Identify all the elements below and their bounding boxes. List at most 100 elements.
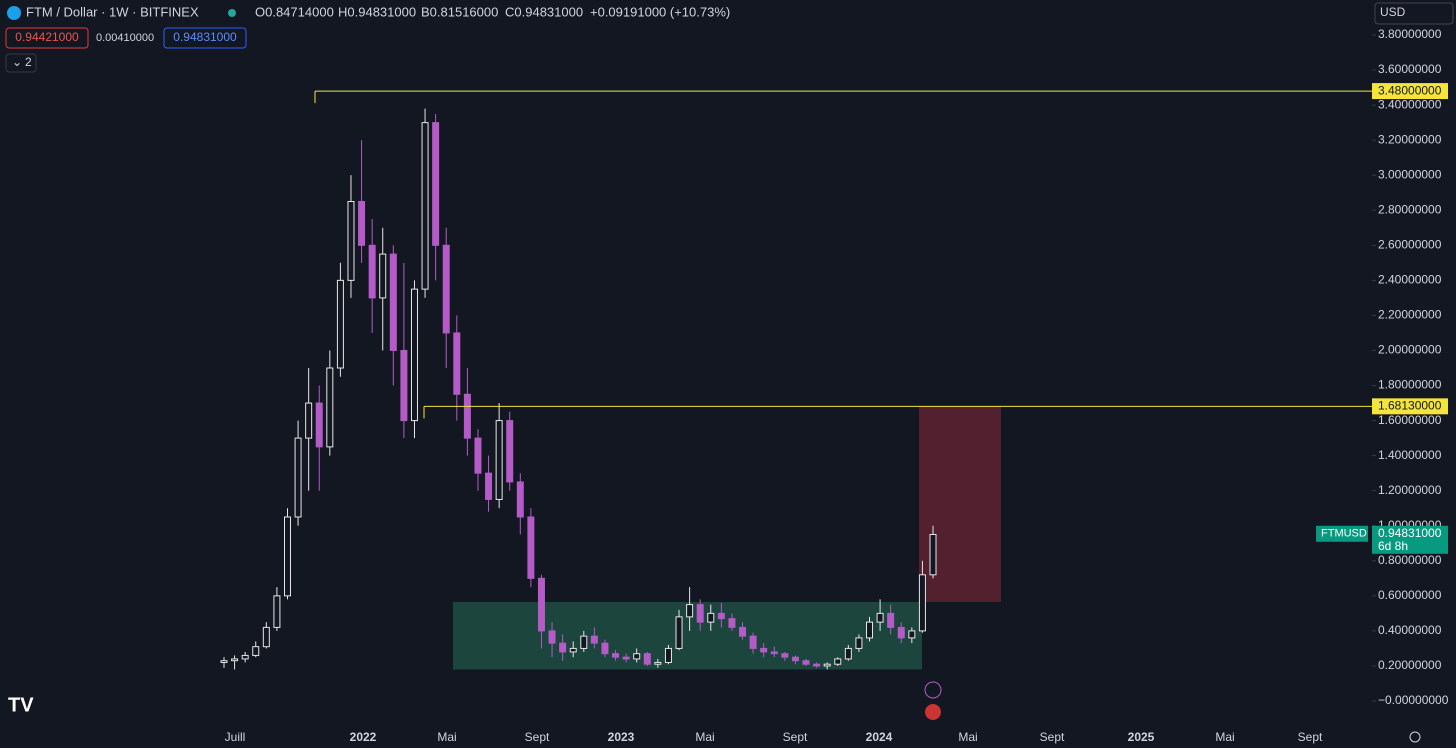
candle-body	[834, 658, 842, 665]
candle-body	[220, 660, 228, 663]
candle-body	[241, 654, 249, 660]
candle-body	[379, 253, 387, 299]
candle-body	[728, 618, 736, 628]
candle-body	[485, 472, 493, 500]
candle-body	[664, 647, 672, 663]
x-tick-label: 2025	[1128, 730, 1155, 744]
candle-body	[601, 642, 609, 655]
candle-body	[717, 612, 725, 620]
y-tick-label: 0.60000000	[1378, 588, 1442, 602]
candle-body	[559, 642, 567, 653]
candle-body	[389, 253, 397, 351]
currency-select[interactable]	[1374, 2, 1454, 25]
candle-body	[315, 402, 323, 448]
event-icon[interactable]	[925, 704, 941, 720]
buy-price[interactable]: 0.94831000	[173, 30, 237, 44]
candle-body	[336, 279, 344, 369]
candle-body	[887, 612, 895, 628]
candle-body	[707, 612, 715, 623]
event-icon[interactable]	[924, 681, 942, 699]
indicators-chevron: ⌄	[12, 55, 22, 69]
candle-body	[802, 660, 810, 665]
candle-body	[442, 244, 450, 334]
candle-body	[823, 663, 831, 667]
y-tick-label: −0.00000000	[1378, 693, 1449, 707]
x-tick-label: 2022	[350, 730, 377, 744]
candle-body	[781, 653, 789, 658]
y-tick-label: 1.80000000	[1378, 378, 1442, 392]
candle-body	[368, 244, 376, 299]
candle-body	[527, 516, 535, 579]
currency[interactable]: USD	[1380, 5, 1406, 19]
candle-body	[813, 663, 821, 667]
y-tick-label: 2.00000000	[1378, 343, 1442, 357]
candle-body	[749, 635, 757, 649]
candle-body	[760, 647, 768, 653]
countdown: 6d 8h	[1378, 539, 1408, 553]
x-tick-label: Sept	[1298, 730, 1323, 744]
candle-body	[421, 122, 429, 290]
ohlc-close: C0.94831000	[505, 4, 583, 19]
candle-body	[770, 651, 778, 655]
y-tick-label: 2.40000000	[1378, 273, 1442, 287]
candle-body	[262, 626, 270, 648]
buy-box[interactable]	[163, 27, 247, 49]
sell-box[interactable]	[5, 27, 89, 49]
y-tick-label: 1.40000000	[1378, 448, 1442, 462]
candle-body	[400, 349, 408, 422]
sell-price[interactable]: 0.94421000	[15, 30, 79, 44]
candle-body	[252, 646, 260, 656]
y-tick-label: 1.20000000	[1378, 483, 1442, 497]
y-tick-label: 2.60000000	[1378, 237, 1442, 251]
candle-body	[791, 656, 799, 662]
symbol[interactable]: FTM / Dollar · 1W · BITFINEX	[26, 4, 199, 19]
candle-body	[654, 661, 662, 665]
x-tick-label: Juill	[225, 730, 246, 744]
candle-body	[495, 420, 503, 500]
candle-body	[739, 626, 747, 637]
candle-body	[876, 612, 884, 623]
y-tick-label: 1.60000000	[1378, 413, 1442, 427]
candle-body	[347, 201, 355, 281]
ohlc-high: H0.94831000	[338, 4, 416, 19]
candle-body	[305, 402, 313, 439]
last-price-tag	[1372, 525, 1448, 554]
candle-body	[612, 653, 620, 658]
y-tick-label: 3.00000000	[1378, 167, 1442, 181]
candle-body	[866, 621, 874, 639]
candle-body	[569, 647, 577, 653]
level-tag	[1372, 398, 1448, 415]
candle-body	[844, 647, 852, 660]
y-tick-label: 2.80000000	[1378, 202, 1442, 216]
x-tick-label: 2023	[608, 730, 635, 744]
x-tick-label: Mai	[958, 730, 977, 744]
candle-body	[918, 574, 926, 632]
x-tick-label: Sept	[783, 730, 808, 744]
spread: 0.00410000	[96, 32, 154, 44]
last-price: 0.94831000	[1378, 526, 1442, 540]
x-tick-label: Mai	[437, 730, 456, 744]
candle-body	[283, 516, 291, 597]
change: +0.09191000 (+10.73%)	[590, 4, 730, 19]
candle-body	[537, 577, 545, 632]
ohlc-open: O0.84714000	[255, 4, 334, 19]
candle-body	[590, 635, 598, 644]
candle-body	[410, 288, 418, 422]
candle-body	[908, 630, 916, 639]
candle-body	[929, 534, 937, 576]
x-tick-label: Sept	[1040, 730, 1065, 744]
ohlc-low: B0.81516000	[421, 4, 498, 19]
settings-icon[interactable]	[1409, 731, 1421, 743]
x-tick-label: Mai	[1215, 730, 1234, 744]
candle-body	[686, 604, 694, 618]
candle-body	[643, 653, 651, 665]
indicators-count[interactable]: 2	[25, 55, 32, 69]
candle-body	[855, 637, 863, 649]
candle-body	[633, 653, 641, 660]
candle-body	[432, 122, 440, 246]
x-tick-label: Sept	[525, 730, 550, 744]
candle-body	[548, 630, 556, 644]
x-tick-label: Mai	[695, 730, 714, 744]
candle-body	[696, 604, 704, 623]
indicators-toggle[interactable]	[5, 53, 37, 73]
